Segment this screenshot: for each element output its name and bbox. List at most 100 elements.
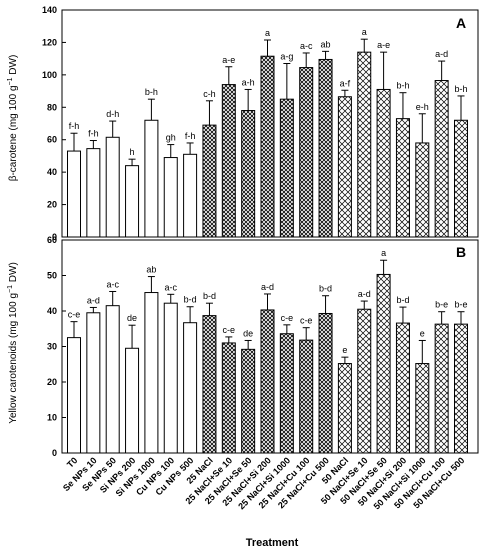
panel-a-letter-label: b-h [454,84,467,94]
panel-a-y-tick-label: 60 [47,135,57,145]
panel-b-letter-label: b-e [454,300,467,310]
panel-a-bar [144,119,159,238]
panel-b-letter-label: a-d [87,295,100,305]
panel-a-letter-label: a [362,27,367,37]
panel-a-bar [183,153,198,238]
panel-a-bar [163,157,178,238]
panel-a-letter-label: a-f [340,78,351,88]
panel-b-bar [125,347,140,454]
panel-b-letter-label: b-d [319,284,332,294]
panel-b-y-tick-label: 20 [47,377,57,387]
panel-a-y-tick-label: 80 [47,102,57,112]
panel-a-ylabel: β-carotene (mg 100 g−1 DW) [7,55,19,182]
panel-b-bar [318,312,333,454]
panel-a-bar [67,150,81,238]
panel-b-letter-label: b-d [396,295,409,305]
panel-b-letter-label: a-d [261,282,274,292]
panel-a-letter-label: gh [166,133,176,143]
panel-a-letter-label: c-h [203,89,216,99]
panel-a-label: A [456,15,466,31]
panel-a-y-tick-label: 40 [47,167,57,177]
panel-a-bar [415,142,430,238]
panel-b-letter-label: b-d [203,291,216,301]
panel-a-bar [299,67,314,238]
panel-b-label: B [456,244,466,260]
panel-b-letter-label: e [342,345,347,355]
panel-a-bar [337,96,352,238]
panel-b-bar [299,339,314,454]
panel-a-letter-label: h [130,147,135,157]
panel-a-bar [279,98,294,238]
panel-b-letter-label: a-c [164,282,177,292]
panel-a-letter-label: a-h [242,77,255,87]
panel-a-bar [395,118,410,238]
panel-b-bar [183,322,198,454]
panel-a-letter-label: a-e [222,55,235,65]
panel-a-bar [357,51,372,238]
panel-b-letter-label: a-c [106,279,119,289]
panel-a-letter-label: b-h [396,81,409,91]
panel-a-letter-label: a-d [435,49,448,59]
panel-b-letter-label: c-e [281,313,294,323]
panel-b-y-tick-label: 40 [47,306,57,316]
panel-a-letter-label: ab [321,39,331,49]
panel-b-bar [105,305,120,454]
panel-b-letter-label: ab [146,265,156,275]
panel-a-letter-label: a-c [300,41,313,51]
panel-b-letter-label: b-e [435,300,448,310]
panel-a-letter-label: f-h [88,129,99,139]
panel-a-letter-label: a-e [377,40,390,50]
panel-b-bar [279,333,294,454]
panel-b-bar [260,309,275,454]
panel-b-y-tick-label: 0 [52,448,57,458]
panel-b-bar [395,322,410,454]
panel-b-bar [434,323,449,454]
x-axis-title: Treatment [246,537,299,549]
panel-b-letter-label: e [420,328,425,338]
panel-b-y-tick-label: 60 [47,235,57,245]
panel-b-bar [376,273,391,454]
panel-b-y-tick-label: 30 [47,342,57,352]
panel-b-bar [241,348,256,454]
panel-a-bar [318,58,333,238]
panel-b-bar [337,363,352,454]
panel-b-letter-label: c-e [223,325,236,335]
panel-a-bar [376,88,391,238]
panel-b-letter-label: b-d [184,295,197,305]
panel-a-plot: 0 20 40 60 80 100 120 140 f-h f-h d-h h b-h gh f-h c-h a… [42,5,479,242]
panel-a-bar [86,148,101,238]
panel-a-y-tick-label: 140 [42,5,57,15]
panel-b-letter-label: a [381,248,386,258]
panel-a-letter-label: a [265,28,270,38]
panel-b-bar [163,302,178,454]
panel-a-bar [202,124,217,238]
panel-b-plot: 0 10 20 30 40 50 60 c-e a-d a-c de ab a-c b-d b-d c-e de… [47,235,479,511]
panel-a-letter-label: d-h [106,109,119,119]
panel-a-bar [454,119,468,238]
panel-b-bar [202,315,217,454]
panel-b-bar [67,337,81,454]
panel-b-y-tick-label: 10 [47,413,57,423]
panel-a-y-tick-label: 100 [42,70,57,80]
panel-a-y-tick-label: 120 [42,37,57,47]
panel-a-letter-label: e-h [416,102,429,112]
panel-b-bar [144,292,159,454]
x-tick-label: T0 [65,455,80,470]
panel-a-letter-label: b-h [145,87,158,97]
panel-a-bar [125,165,140,238]
panel-b-letter-label: a-d [358,289,371,299]
panel-a-bar [221,84,236,238]
panel-b-bar [221,342,236,454]
panel-a-y-tick-label: 20 [47,200,57,210]
panel-a-letter-label: a-g [280,52,293,62]
panel-a-letter-label: f-h [185,131,196,141]
panel-a-bar [434,80,449,238]
panel-a-bar [260,55,275,238]
panel-b-bar [357,308,372,454]
panel-b-bar [454,323,468,454]
panel-a-letter-label: f-h [69,121,80,131]
panel-b-letter-label: c-e [300,316,313,326]
panel-b-ylabel: Yellow carotenoids (mg 100 g−1 DW) [7,262,19,424]
panel-b-letter-label: c-e [68,310,81,320]
